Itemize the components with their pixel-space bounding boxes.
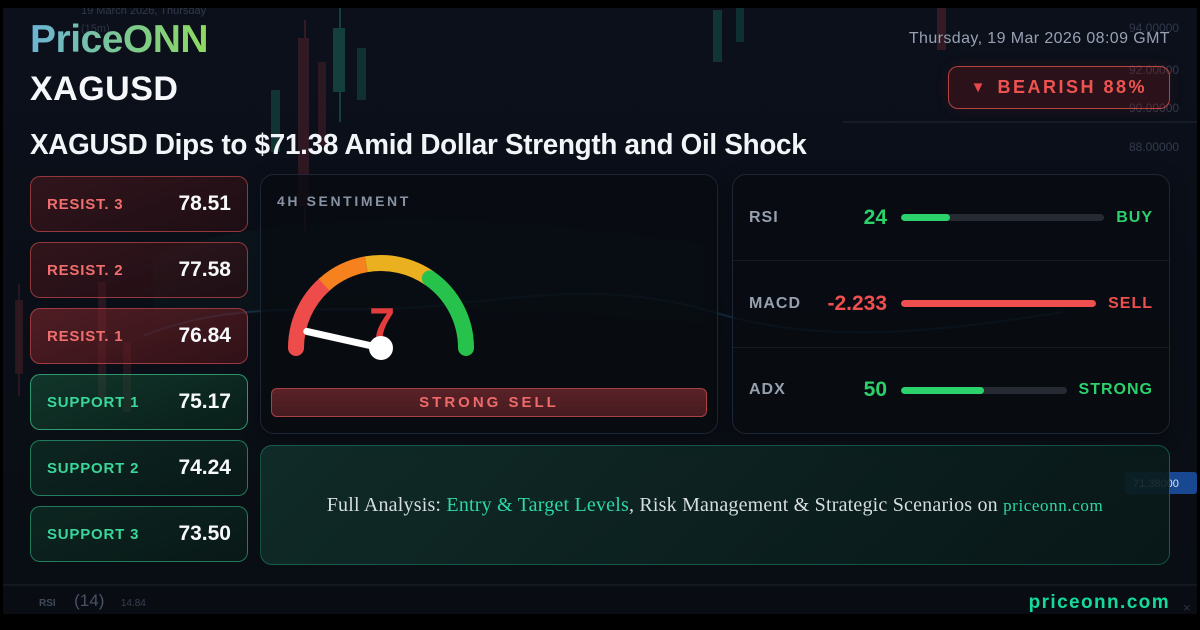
indicators-panel: RSI 24 BUY MACD -2.233 SELL ADX 50 STRON… [732,174,1170,434]
level-label: RESIST. 2 [47,261,124,279]
resistance-2-box: RESIST. 2 77.58 [30,242,248,298]
level-value: 76.84 [178,324,231,347]
brand-logo: PriceONN [30,18,209,61]
level-label: RESIST. 1 [47,327,124,345]
level-label: RESIST. 3 [47,195,124,213]
frame-bottom [3,614,1197,622]
indicator-progress-track [901,300,1097,308]
gauge-segment-orange [318,256,368,291]
indicator-progress-fill [901,300,1097,308]
indicator-row-macd: MACD -2.233 SELL [733,260,1169,346]
sentiment-panel: 4H SENTIMENT 7 STRONG SELL [260,174,718,434]
down-triangle-icon: ▼ [970,79,986,96]
indicator-value: 24 [863,205,887,229]
symbol-title: XAGUSD [30,70,179,108]
level-value: 73.50 [178,522,231,545]
support-2-box: SUPPORT 2 74.24 [30,440,248,496]
indicator-signal: SELL [1108,294,1153,312]
analysis-text: Full Analysis: Entry & Target Levels, Ri… [327,494,1104,517]
analysis-link[interactable]: Entry & Target Levels [446,493,629,516]
frame-top [3,4,1197,8]
level-value: 78.51 [178,192,231,215]
level-label: SUPPORT 2 [47,459,140,477]
sentiment-panel-title: 4H SENTIMENT [277,193,411,209]
sentiment-gauge: 7 [287,255,474,360]
indicator-progress-fill [901,386,984,394]
footer-domain-link[interactable]: priceonn.com [1028,592,1170,613]
level-value: 74.24 [178,456,231,479]
badge-label: BEARISH 88% [997,77,1147,97]
headline: XAGUSD Dips to $71.38 Amid Dollar Streng… [30,129,807,161]
indicator-progress-track [901,386,1067,394]
datetime-label: Thursday, 19 Mar 2026 08:09 GMT [908,30,1170,47]
indicator-name: ADX [749,381,786,399]
level-label: SUPPORT 1 [47,393,140,411]
analysis-middle: , Risk Management & Strategic Scenarios … [628,493,1004,516]
levels-column: RESIST. 3 78.51 RESIST. 2 77.58 RESIST. … [30,176,248,562]
gauge-needle-group [303,327,385,352]
gauge-needle-hub [369,336,393,360]
strong-sell-button[interactable]: STRONG SELL [271,388,707,417]
resistance-1-box: RESIST. 1 76.84 [30,308,248,364]
analysis-banner: Full Analysis: Entry & Target Levels, Ri… [260,445,1170,565]
card-background: 19 March 2026, Thursday (15m) 94.00000 9… [3,4,1197,622]
gauge-segment-green [421,270,474,356]
support-1-box: SUPPORT 1 75.17 [30,374,248,430]
indicator-signal: STRONG [1078,381,1153,399]
indicator-name: RSI [749,208,779,226]
level-label: SUPPORT 3 [47,525,140,543]
level-value: 77.58 [178,258,231,281]
gauge-segment-red [287,276,333,356]
analysis-site-link[interactable]: priceonn.com [1003,495,1104,515]
level-value: 75.17 [178,390,231,413]
indicator-name: MACD [749,294,801,312]
indicator-progress-track [901,214,1105,222]
indicator-signal: BUY [1116,208,1153,226]
indicator-value: -2.233 [827,291,887,315]
analysis-prefix: Full Analysis: [326,493,447,516]
bearish-signal-badge: ▼ BEARISH 88% [947,66,1170,109]
resistance-3-box: RESIST. 3 78.51 [30,176,248,232]
indicator-row-adx: ADX 50 STRONG [733,346,1169,433]
indicator-row-rsi: RSI 24 BUY [733,175,1169,260]
indicator-value: 50 [863,378,887,402]
gauge-segment-yellow [364,255,435,286]
gauge-needle [303,327,385,352]
support-3-box: SUPPORT 3 73.50 [30,506,248,562]
indicator-progress-fill [901,214,950,222]
